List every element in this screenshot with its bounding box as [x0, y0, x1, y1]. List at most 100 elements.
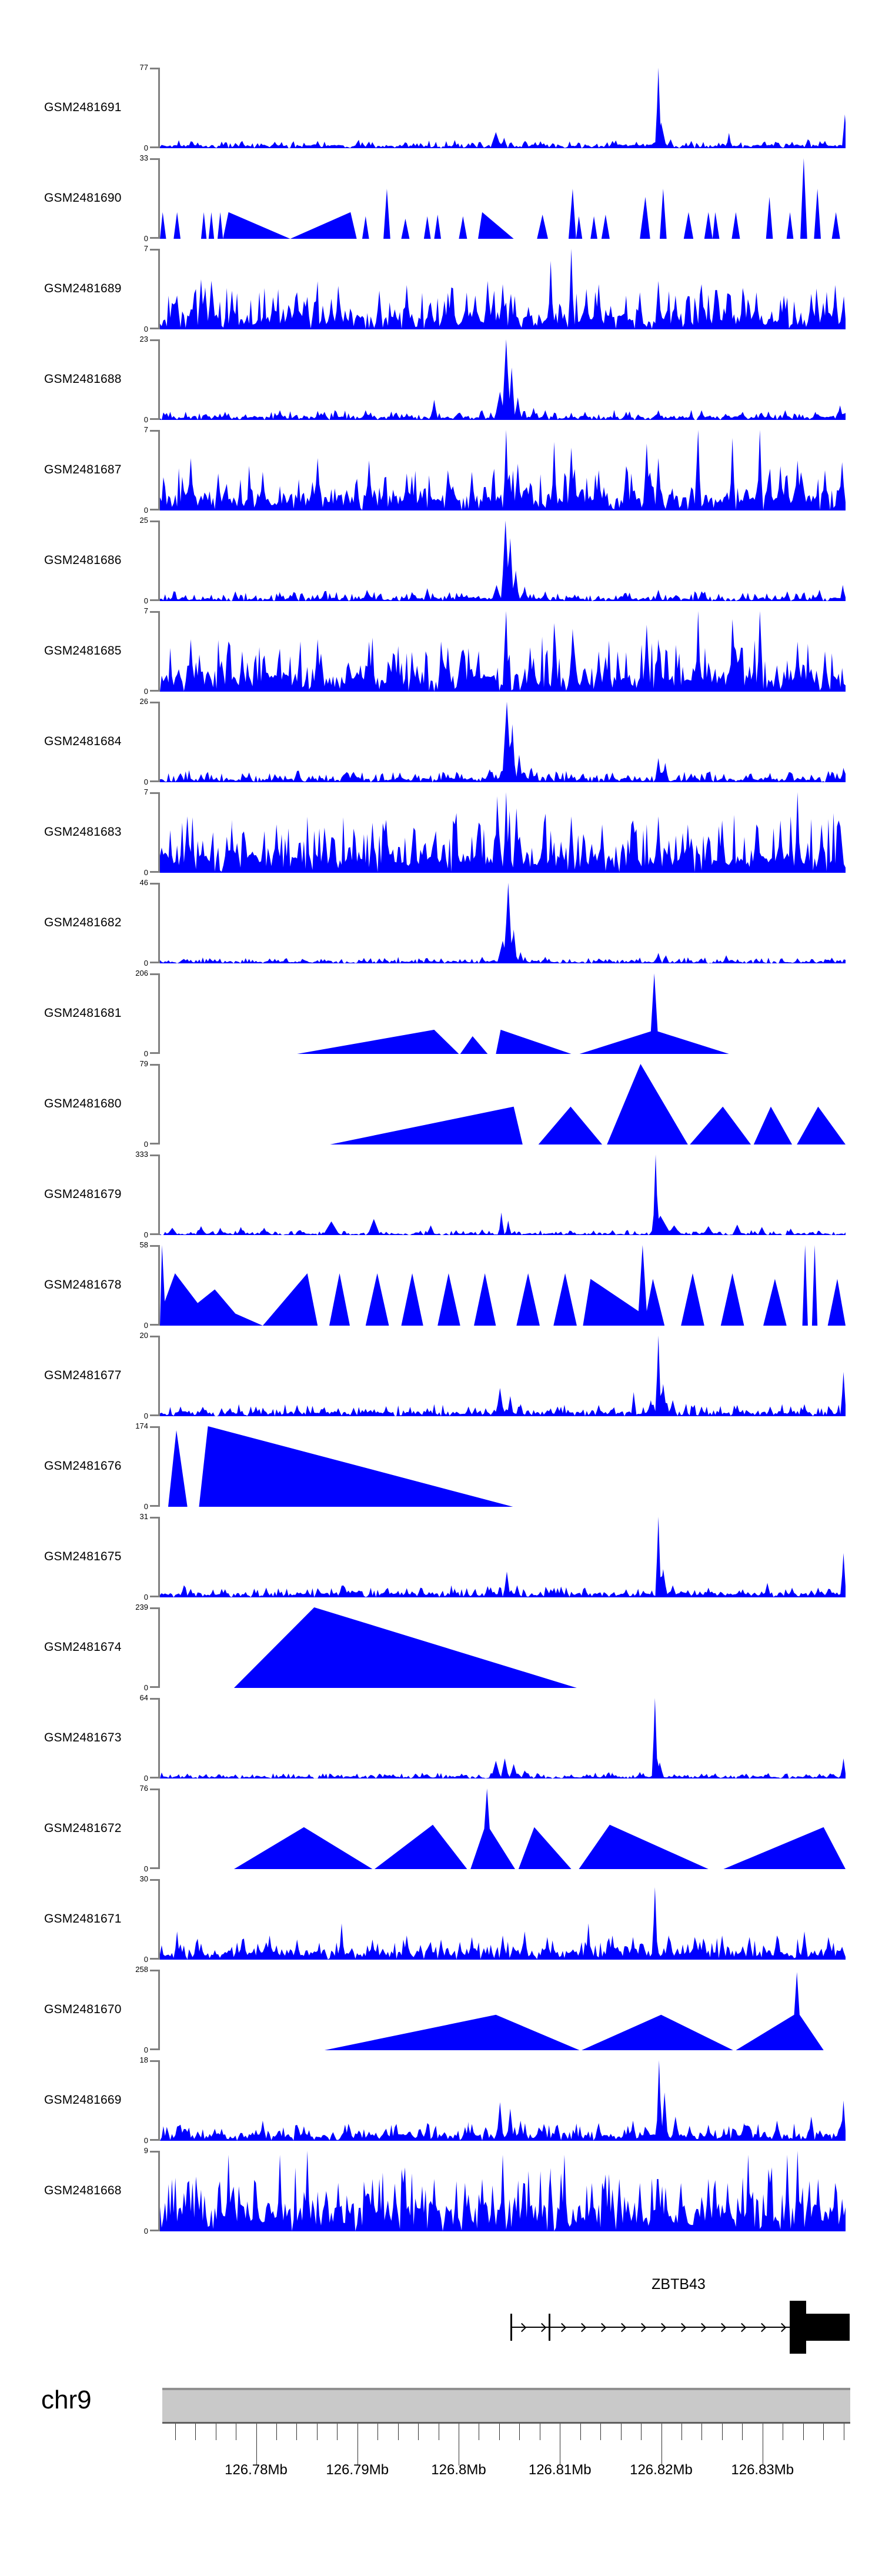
y-axis-line [158, 1064, 160, 1144]
y-axis-tick [150, 611, 159, 613]
coverage-signal [160, 611, 846, 692]
gene-exon-tall-box [790, 2301, 806, 2354]
y-axis-tick [150, 1879, 159, 1881]
ruler-coordinate-label: 126.82Mb [630, 2462, 693, 2478]
coverage-polygon [160, 611, 846, 692]
y-axis-zero-label: 0 [143, 2136, 148, 2145]
y-axis-zero-label: 0 [143, 1864, 148, 1873]
y-axis-zero-label: 0 [143, 1774, 148, 1783]
y-axis-tick [150, 1052, 159, 1054]
coverage-signal [160, 249, 846, 329]
track-sample-label: GSM2481670 [44, 2003, 122, 2016]
coverage-signal [160, 973, 846, 1054]
y-axis-tick [150, 973, 159, 975]
strand-direction-chevron-icon [597, 2323, 607, 2333]
y-axis-zero-label: 0 [143, 415, 148, 424]
ruler-coordinate-label: 126.81Mb [528, 2462, 592, 2478]
gene-exon-tick [510, 2314, 512, 2341]
y-axis-tick [150, 1517, 159, 1519]
y-axis-line [158, 339, 160, 420]
y-axis-tick [150, 2139, 159, 2141]
coverage-signal [160, 1245, 846, 1326]
y-axis-line [158, 249, 160, 329]
y-axis-zero-label: 0 [143, 687, 148, 696]
y-axis-line [158, 883, 160, 963]
y-axis-line [158, 68, 160, 148]
y-axis-tick [150, 2060, 159, 2062]
track-sample-label: GSM2481672 [44, 1821, 122, 1835]
y-axis-tick [150, 1426, 159, 1428]
y-axis-zero-label: 0 [143, 234, 148, 243]
y-axis-zero-label: 0 [143, 1049, 148, 1058]
y-axis-zero-label: 0 [143, 506, 148, 515]
strand-direction-chevron-icon [517, 2323, 527, 2333]
track-sample-label: GSM2481675 [44, 1550, 122, 1563]
coverage-polygon [160, 1887, 846, 1960]
y-axis-tick [150, 1233, 159, 1235]
y-axis-tick [150, 1154, 159, 1156]
y-axis-zero-label: 0 [143, 1140, 148, 1149]
strand-direction-chevron-icon [537, 2323, 547, 2333]
coverage-polygon [160, 1788, 846, 1869]
ruler-coordinate-label: 126.78Mb [225, 2462, 288, 2478]
y-axis-max-label: 30 [139, 1874, 148, 1883]
coverage-signal [160, 158, 846, 239]
y-axis-tick [150, 780, 159, 782]
y-axis-max-label: 23 [139, 335, 148, 343]
strand-direction-chevron-icon [757, 2323, 767, 2333]
coverage-polygon [160, 1972, 846, 2050]
track-sample-label: GSM2481673 [44, 1731, 122, 1744]
y-axis-max-label: 58 [139, 1240, 148, 1249]
track-sample-label: GSM2481690 [44, 191, 122, 205]
chromosome-bar [162, 2388, 850, 2424]
track-sample-label: GSM2481691 [44, 101, 122, 114]
y-axis-zero-label: 0 [143, 596, 148, 605]
coverage-signal [160, 792, 846, 873]
y-axis-max-label: 333 [135, 1150, 148, 1159]
track-sample-label: GSM2481689 [44, 282, 122, 295]
track-sample-label: GSM2481674 [44, 1640, 122, 1654]
coverage-polygon [160, 1517, 846, 1597]
y-axis-tick [150, 68, 159, 69]
y-axis-max-label: 239 [135, 1603, 148, 1611]
y-axis-tick [150, 249, 159, 251]
coverage-polygon [160, 1336, 846, 1416]
coverage-polygon [160, 1245, 846, 1326]
y-axis-max-label: 26 [139, 697, 148, 706]
coverage-signal [160, 883, 846, 963]
strand-direction-chevron-icon [657, 2323, 667, 2333]
coverage-signal [160, 1154, 846, 1235]
y-axis-max-label: 7 [143, 425, 148, 434]
y-axis-tick [150, 1596, 159, 1597]
coverage-polygon [160, 792, 846, 873]
y-axis-line [158, 973, 160, 1054]
y-axis-max-label: 79 [139, 1059, 148, 1068]
ruler-minor-tick [377, 2424, 379, 2440]
ruler-coordinate-label: 126.8Mb [431, 2462, 486, 2478]
coverage-signal [160, 430, 846, 510]
y-axis-zero-label: 0 [143, 1593, 148, 1601]
y-axis-max-label: 64 [139, 1693, 148, 1702]
coverage-polygon [160, 339, 846, 420]
ruler-minor-tick [175, 2424, 176, 2440]
ruler-minor-tick [418, 2424, 419, 2440]
y-axis-line [158, 1336, 160, 1416]
y-axis-tick [150, 520, 159, 522]
y-axis-tick [150, 430, 159, 432]
y-axis-tick [150, 1686, 159, 1688]
track-sample-label: GSM2481684 [44, 735, 122, 748]
y-axis-max-label: 25 [139, 516, 148, 525]
coverage-polygon [160, 2151, 846, 2231]
track-sample-label: GSM2481668 [44, 2184, 122, 2197]
y-axis-tick [150, 1064, 159, 1066]
y-axis-max-label: 33 [139, 154, 148, 162]
coverage-signal [160, 702, 846, 782]
coverage-polygon [160, 1154, 846, 1235]
y-axis-tick [150, 1958, 159, 1960]
ruler-minor-tick [580, 2424, 581, 2440]
y-axis-line [158, 2060, 160, 2141]
y-axis-line [158, 611, 160, 692]
track-sample-label: GSM2481671 [44, 1912, 122, 1926]
gene-exon-wide-box [806, 2314, 850, 2341]
track-sample-label: GSM2481681 [44, 1006, 122, 1020]
